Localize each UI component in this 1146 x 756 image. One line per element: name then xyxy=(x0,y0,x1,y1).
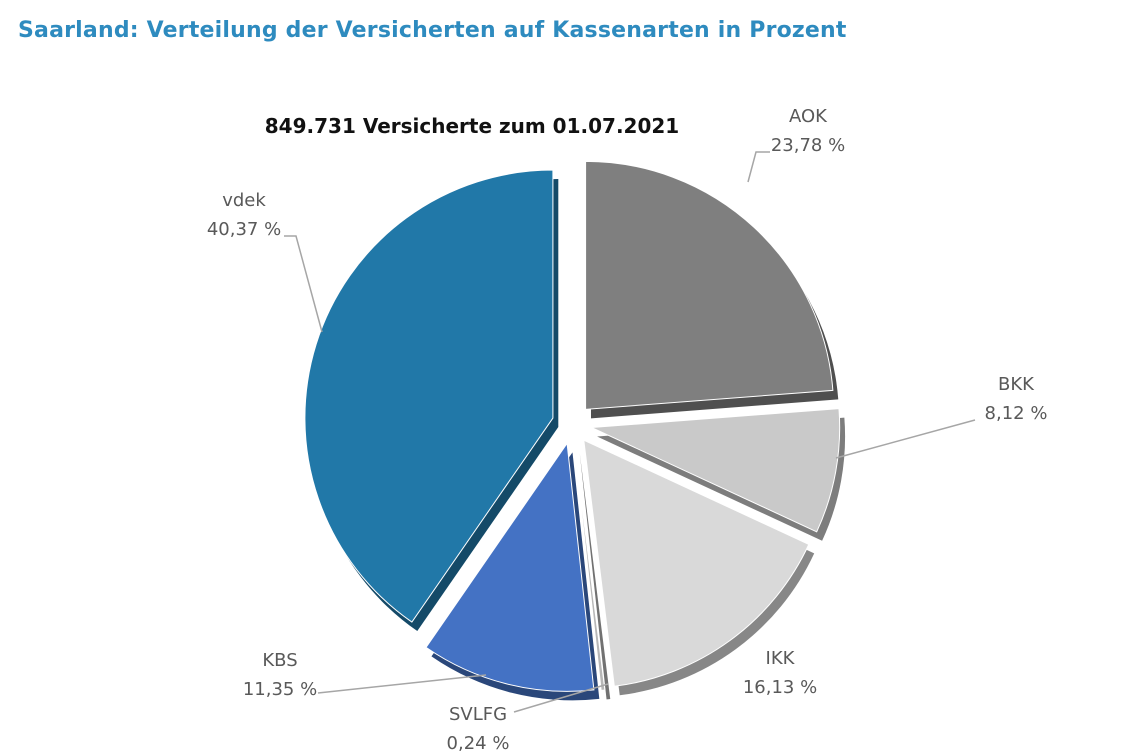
slice-label-value-bkk: 8,12 % xyxy=(985,403,1048,424)
leader-line-kbs xyxy=(317,674,487,694)
slice-svlfg[interactable] xyxy=(573,443,606,691)
slice-label-name-ikk: IKK xyxy=(766,648,796,669)
slice-label-name-vdek: vdek xyxy=(222,190,266,211)
slice-edge-svlfg xyxy=(579,452,611,700)
slice-kbs[interactable] xyxy=(425,441,595,692)
leader-lines xyxy=(284,151,976,713)
slice-vdek[interactable] xyxy=(304,169,554,623)
leader-line-bkk xyxy=(835,419,976,459)
slice-bkk[interactable] xyxy=(589,408,841,533)
slice-label-name-bkk: BKK xyxy=(998,374,1035,395)
slice-aok[interactable] xyxy=(585,160,834,410)
slice-label-name-svlfg: SVLFG xyxy=(449,704,507,725)
leader-line-vdek xyxy=(284,235,323,333)
page-title: Saarland: Verteilung der Versicherten au… xyxy=(18,18,847,43)
slice-labels: AOK 23,78 % BKK 8,12 % IKK 16,13 % SVLFG 0,24 %… xyxy=(207,106,1048,754)
slice-label-name-kbs: KBS xyxy=(262,650,297,671)
slice-label-value-vdek: 40,37 % xyxy=(207,219,281,240)
pie-slices xyxy=(304,160,841,692)
leader-line-svlfg xyxy=(513,683,609,713)
slice-label-value-aok: 23,78 % xyxy=(771,135,845,156)
slice-ikk[interactable] xyxy=(583,439,810,687)
slice-label-value-svlfg: 0,24 % xyxy=(447,733,510,754)
leader-line-aok xyxy=(747,151,770,183)
chart-subtitle: 849.731 Versicherte zum 01.07.2021 xyxy=(265,114,679,138)
slice-label-value-ikk: 16,13 % xyxy=(743,677,817,698)
slice-label-value-kbs: 11,35 % xyxy=(243,679,317,700)
slice-label-name-aok: AOK xyxy=(789,106,828,127)
